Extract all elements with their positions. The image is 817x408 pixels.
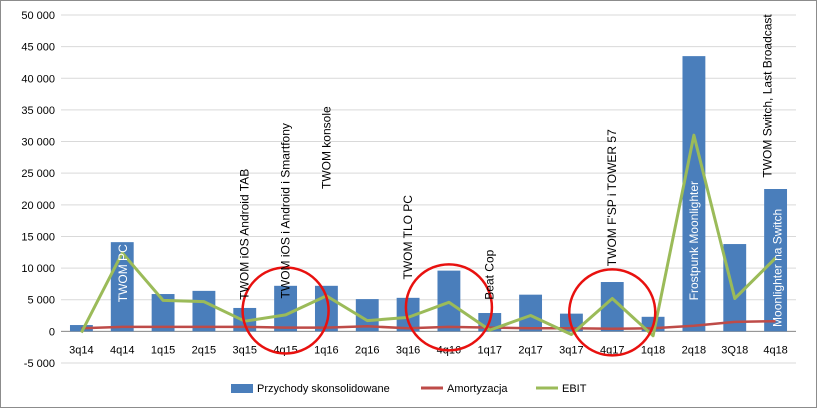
bar-annotation: Moonlighter na Switch	[771, 209, 785, 327]
y-tick-label: 5 000	[27, 295, 55, 307]
y-tick-label: 35 000	[21, 105, 55, 117]
revenue-bar	[519, 294, 543, 332]
highlight-circle	[404, 263, 494, 352]
bar-annotation: Frostpunk Moonlighter	[687, 181, 701, 300]
x-tick-label: 3q16	[396, 344, 420, 356]
y-tick-label: 10 000	[21, 263, 55, 275]
amortization-line	[81, 319, 776, 331]
revenue-bar	[274, 285, 298, 332]
legend-swatch-revenue	[231, 384, 253, 393]
revenue-bar	[682, 56, 706, 332]
legend-label: Amortyzacja	[447, 383, 508, 395]
highlight-circle	[241, 266, 330, 355]
x-tick-label: 1q18	[641, 344, 665, 356]
ebit-line	[80, 133, 777, 338]
x-tick-label: 2q18	[682, 344, 706, 356]
bar-annotation: TWOM konsole	[319, 106, 333, 189]
x-tick-label: 3Q18	[721, 344, 748, 356]
bar-annotation: TWOM iOS Android TAB	[238, 169, 252, 300]
x-tick-label: 4q14	[110, 344, 134, 356]
y-tick-label: 0	[49, 326, 55, 338]
y-tick-label: 40 000	[21, 73, 55, 85]
y-tick-label: 15 000	[21, 231, 55, 243]
x-tick-label: 3q17	[559, 344, 583, 356]
y-tick-label: 20 000	[21, 200, 55, 212]
x-tick-label: 4q18	[763, 344, 787, 356]
highlight-circle	[568, 268, 657, 357]
x-tick-label: 3q14	[69, 344, 93, 356]
x-tick-label: 4q17	[600, 344, 624, 356]
bar-annotation: TWOM Switch, Last Broadcast	[761, 14, 775, 178]
revenue-bar	[396, 297, 420, 332]
x-tick-label: 1q17	[478, 344, 502, 356]
y-tick-label: 30 000	[21, 137, 55, 149]
legend-label: EBIT	[562, 383, 587, 395]
y-tick-label: 25 000	[21, 168, 55, 180]
revenue-bar	[764, 189, 788, 332]
x-tick-label: 2q17	[518, 344, 542, 356]
x-tick-label: 2q16	[355, 344, 379, 356]
revenue-bar	[355, 299, 379, 332]
bar-annotation: TWOM F'SP i TOWER 57	[605, 129, 619, 266]
x-tick-label: 1q16	[314, 344, 338, 356]
y-tick-label: -5 000	[24, 358, 55, 370]
x-tick-label: 3q15	[233, 344, 257, 356]
y-tick-label: 45 000	[21, 42, 55, 54]
bar-annotation: TWOM iOS i Android i Smartfony	[279, 123, 293, 298]
bar-annotation: TWOM TLO PC	[401, 195, 415, 280]
x-tick-label: 2q15	[192, 344, 216, 356]
revenue-bar	[192, 290, 216, 332]
legend-label: Przychody skonsolidowane	[257, 383, 390, 395]
bar-annotation: TWOM PC	[116, 244, 130, 302]
x-tick-label: 1q15	[151, 344, 175, 356]
revenue-bar	[151, 294, 175, 332]
y-tick-label: 50 000	[21, 10, 55, 22]
revenue-bar	[723, 244, 747, 332]
bar-annotation: Beat Cop	[483, 249, 497, 299]
revenue-bar	[600, 282, 624, 332]
